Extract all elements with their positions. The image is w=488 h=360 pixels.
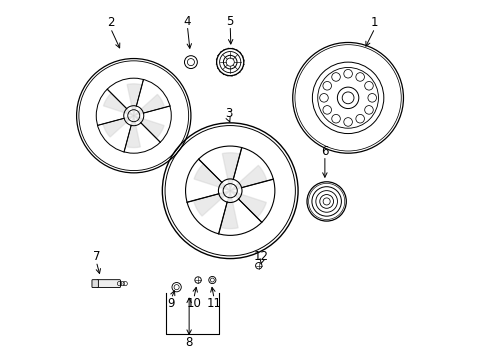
- Circle shape: [355, 114, 364, 123]
- Circle shape: [331, 73, 340, 81]
- Polygon shape: [230, 165, 266, 191]
- Text: 6: 6: [321, 145, 328, 158]
- Text: 9: 9: [167, 297, 175, 310]
- Polygon shape: [194, 164, 230, 191]
- Text: 5: 5: [226, 14, 233, 27]
- Polygon shape: [230, 191, 266, 217]
- Polygon shape: [222, 153, 240, 191]
- Circle shape: [343, 69, 352, 78]
- Text: 2: 2: [106, 16, 114, 29]
- Circle shape: [322, 81, 331, 90]
- Text: 12: 12: [254, 250, 268, 263]
- Polygon shape: [134, 94, 164, 116]
- Circle shape: [367, 94, 376, 102]
- Text: 7: 7: [92, 250, 100, 263]
- Circle shape: [319, 94, 327, 102]
- Circle shape: [355, 73, 364, 81]
- Polygon shape: [193, 191, 230, 216]
- Polygon shape: [103, 116, 134, 137]
- Polygon shape: [103, 93, 134, 116]
- FancyBboxPatch shape: [97, 280, 121, 288]
- Circle shape: [364, 81, 372, 90]
- Text: 8: 8: [185, 336, 192, 349]
- Circle shape: [364, 105, 372, 114]
- Circle shape: [343, 118, 352, 126]
- Text: 1: 1: [370, 16, 378, 29]
- Circle shape: [331, 114, 340, 123]
- Text: 3: 3: [224, 107, 232, 120]
- Polygon shape: [220, 191, 238, 229]
- FancyBboxPatch shape: [92, 280, 98, 288]
- Circle shape: [322, 105, 331, 114]
- Text: 4: 4: [183, 14, 191, 27]
- Polygon shape: [127, 84, 142, 116]
- Polygon shape: [125, 116, 140, 148]
- Text: 11: 11: [206, 297, 221, 310]
- Text: 10: 10: [186, 297, 201, 310]
- Polygon shape: [134, 116, 164, 138]
